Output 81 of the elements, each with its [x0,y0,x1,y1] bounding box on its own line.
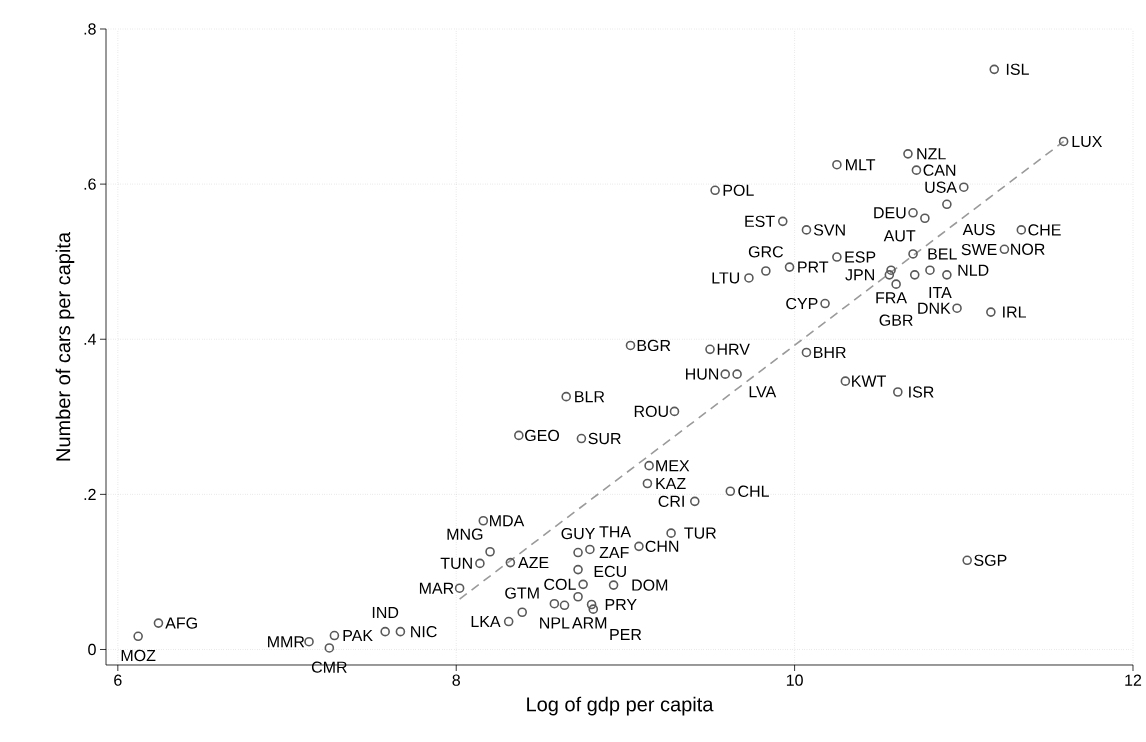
annotation: BLR [575,391,605,403]
annotation: GRC [748,246,784,258]
annotation: PER [610,628,642,640]
annotation: IND [372,606,399,618]
annotation: MNG [447,528,483,540]
annotation: SGP [974,554,1007,566]
annotation: BEL [928,248,957,260]
annotation: AFG [165,617,197,629]
annotation: DNK [918,302,951,314]
y-axis-title: Number of cars per capita [55,231,75,461]
y-tick-label: .4 [84,333,96,345]
x-axis-title: Log of gdp per capita [527,696,714,716]
annotation: MDA [490,515,525,527]
annotation: SWE [961,243,997,256]
annotation: GTM [505,587,539,599]
x-tick-label: 10 [786,674,803,686]
annotation: POL [723,184,754,196]
annotation: KWT [852,375,886,387]
y-tick-label: .8 [84,23,96,35]
annotation: GUY [561,527,596,540]
annotation: BHR [814,346,846,358]
annotation: KAZ [656,478,686,490]
annotation: MLT [846,159,876,171]
annotation: CYP [786,297,818,310]
annotation: DOM [632,579,668,591]
annotation: NPL [540,617,570,629]
annotation: LKA [471,616,501,628]
annotation: SVN [813,224,845,236]
annotation: PAK [343,630,373,642]
annotation: DEU [874,207,906,219]
annotation: TUR [684,527,716,539]
annotation: CHN [645,540,679,552]
annotation: ITA [929,286,952,298]
annotation: THA [599,526,632,538]
annotation: MMR [268,636,305,648]
annotation: CAN [923,164,956,176]
annotation: PRT [798,261,829,273]
annotation: FRA [876,292,908,304]
annotation: AUS [962,223,995,236]
annotation: NLD [958,264,989,276]
annotation: MEX [656,460,690,472]
annotation: CMR [311,661,347,673]
annotation: ISL [1006,63,1029,75]
annotation: TUN [440,557,472,569]
annotation: CHE [1028,224,1061,236]
annotation: ESP [845,251,876,263]
annotation: HRV [717,343,750,355]
annotation: GBR [879,314,913,326]
annotation: LUX [1072,135,1103,148]
annotation: CHL [738,485,769,497]
y-tick-label: 0 [88,643,96,656]
annotation: ZAF [599,547,629,559]
x-tick-label: 8 [452,674,460,686]
annotation: LTU [712,272,740,284]
annotation: SUR [588,432,621,445]
annotation: MAR [419,582,454,594]
annotation: USA [925,181,958,193]
annotation: AZE [518,557,549,569]
annotation: AUT [883,230,916,242]
annotation: BGR [637,339,671,352]
annotation: ECU [594,565,626,578]
annotation: JPN [845,269,874,281]
x-tick-label: 12 [1125,674,1142,686]
annotation: COL [544,578,576,590]
annotation: CRI [658,495,684,508]
annotation: IRL [1003,306,1026,318]
annotation: ARM [571,617,607,629]
annotation: NIC [411,625,437,638]
annotation: LVA [749,386,777,398]
y-tick-label: .2 [84,488,96,500]
annotation: MOZ [121,649,156,662]
annotation: ISR [909,386,934,398]
annotation: EST [745,215,775,228]
annotation: ROU [634,405,668,418]
annotation: GEO [525,429,560,442]
x-tick-label: 6 [114,674,122,686]
annotation: HUN [686,368,719,380]
annotation: NZL [917,148,946,160]
y-tick-label: .6 [84,178,96,190]
annotation: NOR [1011,243,1045,255]
annotation: PRY [605,599,637,611]
